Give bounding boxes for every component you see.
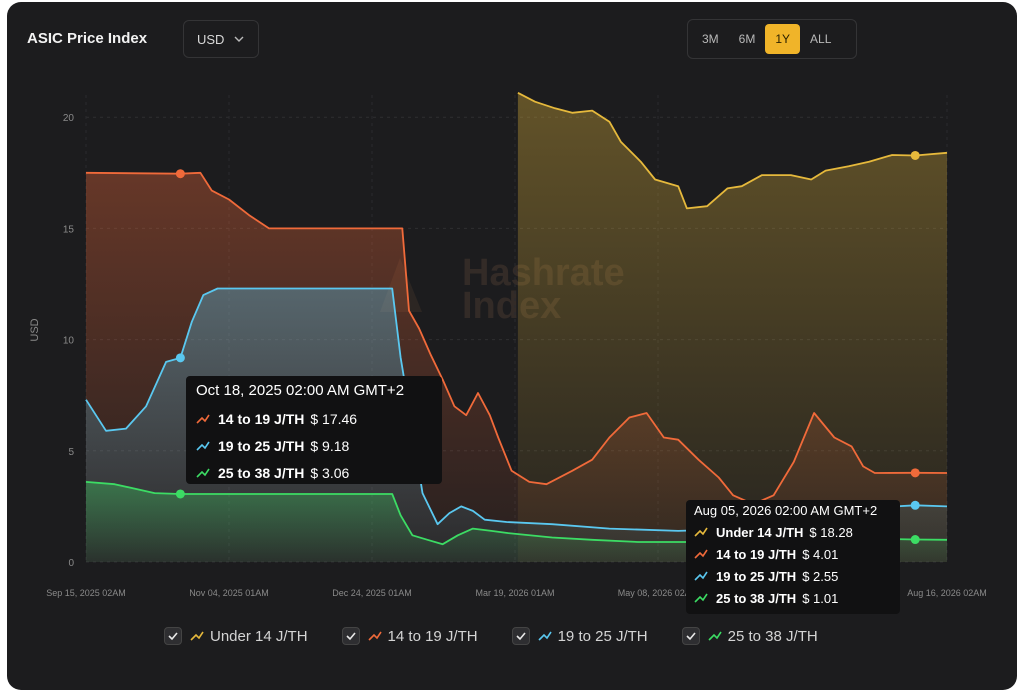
currency-select[interactable]: USD (183, 20, 259, 58)
line-series-icon (694, 571, 708, 581)
legend-item-25-to-38[interactable]: 25 to 38 J/TH (681, 627, 818, 645)
line-series-icon (708, 631, 722, 641)
tooltip-row: 14 to 19 J/TH $ 17.46 (196, 405, 432, 432)
line-series-icon (196, 441, 210, 451)
legend-label: Under 14 J/TH (210, 627, 308, 645)
x-tick-label: Aug 16, 2026 02AM (907, 588, 987, 598)
tooltip-row-label: 14 to 19 J/TH (218, 410, 305, 427)
checkbox[interactable] (681, 627, 700, 645)
data-point-marker (175, 489, 185, 499)
data-point-marker (910, 468, 920, 478)
tooltip-row: Under 14 J/TH $ 18.28 (694, 521, 892, 543)
tooltip-row-value: $ 2.55 (802, 568, 839, 584)
check-icon (516, 632, 526, 641)
line-series-icon (694, 527, 708, 537)
line-series-icon (196, 468, 210, 478)
series-line-r19_25 (85, 287, 948, 532)
range-all[interactable]: ALL (810, 32, 832, 46)
data-point-marker (175, 169, 185, 179)
legend-label: 19 to 25 J/TH (557, 627, 648, 645)
x-tick-label: Sep 15, 2025 02AM (46, 588, 126, 598)
range-1y[interactable]: 1Y (765, 24, 801, 54)
check-icon (168, 632, 178, 641)
tooltip-aug-05: Aug 05, 2026 02:00 AM GMT+2 Under 14 J/T… (686, 500, 900, 614)
checkbox[interactable] (511, 627, 530, 645)
tooltip-title: Oct 18, 2025 02:00 AM GMT+2 (196, 382, 405, 399)
legend-item-14-to-19[interactable]: 14 to 19 J/TH (341, 627, 478, 645)
y-tick-label: 0 (68, 558, 74, 569)
chart-title: ASIC Price Index (27, 30, 148, 47)
range-3m[interactable]: 3M (702, 32, 719, 46)
y-tick-label: 10 (63, 336, 75, 347)
tooltip-row: 25 to 38 J/TH $ 1.01 (694, 587, 892, 609)
tooltip-title: Aug 05, 2026 02:00 AM GMT+2 (694, 503, 878, 518)
tooltip-row-value: $ 17.46 (310, 410, 358, 427)
check-icon (686, 632, 696, 641)
line-series-icon (694, 593, 708, 603)
tooltip-row-label: Under 14 J/TH (716, 524, 804, 540)
x-tick-label: Mar 19, 2026 01AM (475, 588, 554, 598)
checkbox[interactable] (164, 627, 182, 645)
line-series-icon (367, 631, 382, 641)
line-series-icon (694, 549, 708, 559)
line-series-icon (190, 631, 204, 641)
tooltip-row: 14 to 19 J/TH $ 4.01 (694, 543, 892, 565)
line-series-icon (538, 631, 552, 641)
legend-label: 25 to 38 J/TH (727, 627, 818, 645)
data-point-marker (175, 353, 185, 363)
tooltip-row: 25 to 38 J/TH $ 3.06 (196, 459, 432, 486)
currency-value: USD (197, 31, 225, 47)
x-tick-label: Dec 24, 2025 01AM (332, 588, 412, 598)
check-icon (345, 632, 356, 641)
x-tick-label: Nov 04, 2025 01AM (189, 588, 269, 598)
tooltip-row-value: $ 18.28 (809, 524, 853, 540)
tooltip-row-value: $ 1.01 (802, 590, 839, 606)
tooltip-row-label: 19 to 25 J/TH (218, 437, 305, 454)
chart-legend: Under 14 J/TH 14 to 19 J/TH 19 to 25 J/T… (164, 627, 852, 645)
tooltip-row-label: 19 to 25 J/TH (716, 568, 797, 584)
y-tick-label: 5 (68, 447, 74, 458)
tooltip-row-label: 25 to 38 J/TH (716, 590, 797, 606)
data-point-marker (910, 150, 920, 160)
tooltip-row-value: $ 9.18 (310, 437, 350, 454)
x-tick-label: May 08, 2026 02AM (618, 588, 699, 598)
checkbox[interactable] (341, 627, 360, 645)
legend-item-19-to-25[interactable]: 19 to 25 J/TH (511, 627, 648, 645)
time-range-selector: 3M 6M 1Y ALL (687, 19, 857, 59)
line-series-icon (196, 414, 210, 424)
range-6m[interactable]: 6M (738, 32, 756, 46)
tooltip-row-label: 25 to 38 J/TH (218, 464, 305, 481)
chevron-down-icon (234, 36, 244, 42)
y-axis-label: USD (29, 318, 41, 341)
legend-item-under-14[interactable]: Under 14 J/TH (164, 627, 308, 645)
tooltip-row: 19 to 25 J/TH $ 9.18 (196, 432, 432, 459)
tooltip-row-value: $ 4.01 (802, 546, 839, 562)
series-line-under14 (517, 92, 948, 210)
y-tick-label: 20 (63, 113, 75, 124)
data-point-marker (910, 500, 920, 510)
y-tick-label: 15 (63, 224, 75, 235)
tooltip-row-value: $ 3.06 (310, 464, 350, 481)
data-point-marker (910, 535, 920, 545)
tooltip-row: 19 to 25 J/TH $ 2.55 (694, 565, 892, 587)
legend-label: 14 to 19 J/TH (387, 627, 478, 645)
series-line-r14_19 (85, 171, 948, 506)
tooltip-row-label: 14 to 19 J/TH (716, 546, 797, 562)
tooltip-oct-18: Oct 18, 2025 02:00 AM GMT+2 14 to 19 J/T… (186, 376, 442, 484)
